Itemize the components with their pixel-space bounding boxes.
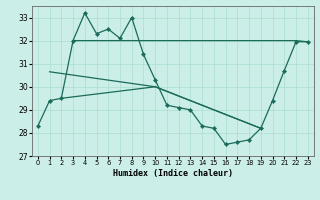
X-axis label: Humidex (Indice chaleur): Humidex (Indice chaleur) xyxy=(113,169,233,178)
